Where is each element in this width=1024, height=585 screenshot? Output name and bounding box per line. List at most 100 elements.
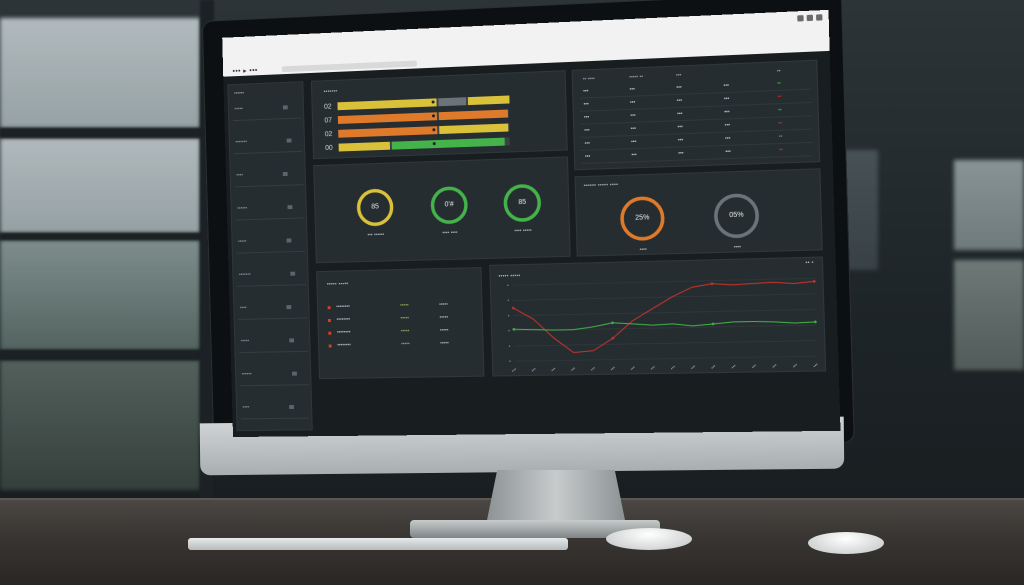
sidebar-item-label: ••••• — [241, 338, 249, 344]
sidebar-item-label: ••••• — [238, 239, 246, 245]
table-header-cell[interactable]: •• — [777, 68, 781, 74]
sidebar-divider — [233, 118, 301, 122]
gauge: 85 ••• •••••• — [355, 187, 395, 228]
sidebar-item[interactable]: ••••• — [238, 237, 291, 244]
gauge-value: 85 — [502, 198, 542, 206]
progress-marker — [431, 100, 434, 103]
sidebar-item[interactable]: ••••••• — [239, 271, 295, 278]
sidebar-item[interactable]: •••• — [243, 404, 294, 411]
chart-x-tick-label: ••• — [511, 366, 518, 373]
table-cell: ••• — [724, 96, 730, 102]
list-item-value-secondary: ••••• — [439, 315, 448, 321]
table-header-cell[interactable]: ••••• •• — [629, 74, 643, 81]
sidebar-item-label: •••••• — [237, 206, 247, 212]
sidebar-item[interactable]: ••••••• — [235, 137, 291, 145]
chart-x-tick-label: ••• — [530, 366, 537, 373]
sidebar-divider — [241, 418, 310, 420]
list-item[interactable]: •••••••• ••••• ••••• — [328, 314, 448, 324]
sidebar-item[interactable]: •••••• — [242, 371, 297, 378]
table-cell: ••• — [676, 85, 682, 91]
table-row-divider — [580, 115, 812, 125]
sidebar-item[interactable]: ••••• — [241, 337, 294, 344]
file-icon — [283, 172, 288, 176]
chart-x-tick-label: ••• — [771, 362, 779, 369]
table-cell: ••• — [585, 141, 590, 147]
sidebar-item[interactable]: •••• — [240, 304, 291, 311]
list-item-value: ••••• — [400, 302, 433, 309]
progress-row-label: 02 — [324, 103, 338, 110]
sidebar-item[interactable]: •••• — [236, 171, 287, 179]
status-marker — [328, 331, 331, 334]
close-icon[interactable] — [816, 14, 822, 20]
chart-series-line — [514, 319, 816, 331]
chart-point — [814, 321, 817, 324]
gauge: 85 •••• ••••• — [502, 182, 543, 223]
background-window — [0, 240, 200, 350]
list-item[interactable]: •••••••• ••••• ••••• — [328, 301, 448, 311]
list-item[interactable]: •••••••• ••••• ••••• — [328, 327, 448, 337]
progress-marker — [432, 142, 435, 145]
list-item-value: ••••• — [401, 341, 434, 348]
list-item-value: ••••• — [400, 315, 433, 322]
list-icon — [287, 138, 292, 142]
sidebar-item[interactable]: ••••• — [234, 104, 287, 112]
monitor-screen: ••• ▸ ••• •••••• ••••• ••••••• •••• •••••• •… — [222, 10, 840, 437]
background-window — [0, 18, 200, 128]
chart-x-tick-label: ••• — [750, 362, 757, 369]
sidebar-divider — [235, 184, 303, 187]
sidebar-divider — [236, 217, 304, 220]
list-item-value: ••••• — [401, 328, 434, 335]
table-row-divider — [579, 89, 811, 99]
user-icon — [291, 271, 296, 275]
line-chart: ••• ••• ••• ••• ••• ••• ••• ••• ••• ••• ••• ••• ••• •… — [490, 258, 827, 378]
progress-segment — [439, 124, 508, 135]
table-row-divider — [580, 102, 812, 112]
table-cell: ••• — [725, 122, 731, 128]
chart-y-tick-label: • — [508, 313, 510, 318]
progress-panel-title: ••••••• — [324, 89, 338, 95]
table-cell: ••• — [677, 111, 683, 117]
kpi-panel: •••••• ••••• •••• 25% •••• 05% •••• — [575, 168, 823, 256]
chart-point — [513, 328, 516, 331]
table-cell: ••• — [630, 113, 636, 119]
gauge: 0’# •••• •••• — [429, 185, 469, 226]
chart-gridline — [515, 356, 817, 361]
table-cell: ••• — [630, 86, 636, 92]
maximize-icon[interactable] — [807, 15, 813, 21]
chart-gridline — [514, 341, 816, 346]
table-cell: •• — [777, 81, 781, 87]
trackpad-mouse — [808, 532, 884, 554]
table-cell: ••• — [584, 128, 589, 134]
list-item-label: •••••••• — [336, 303, 394, 310]
progress-segment — [339, 142, 390, 152]
progress-segment — [337, 98, 436, 110]
sidebar-divider — [238, 318, 306, 320]
sidebar-item-label: ••••••• — [239, 272, 251, 278]
table-cell: •• — [778, 107, 782, 113]
table-cell: ••• — [677, 124, 683, 130]
table-cell: ••• — [630, 100, 636, 106]
gauge-caption: ••• •••••• — [347, 231, 405, 239]
gear-icon — [286, 238, 291, 242]
progress-segment — [467, 96, 509, 106]
status-marker — [329, 344, 332, 347]
table-cell: ••• — [725, 136, 731, 142]
table-row-divider — [580, 129, 812, 138]
table-cell: ••• — [724, 109, 730, 115]
list-item[interactable]: •••••••• ••••• ••••• — [329, 339, 449, 349]
chart-point — [813, 280, 816, 283]
sidebar-item[interactable]: •••••• — [237, 204, 292, 212]
minimize-icon[interactable] — [797, 15, 803, 21]
status-marker — [328, 306, 331, 309]
background-window — [954, 160, 1024, 250]
table-header-cell[interactable]: •• •••• — [583, 76, 595, 83]
sidebar-divider — [240, 384, 309, 386]
list-panel: ••••• ••••• •••••••• ••••• ••••• •••••••• ••… — [316, 267, 484, 379]
chart-x-tick-label: ••• — [812, 361, 820, 368]
sidebar-item-label: •••••• — [242, 371, 252, 377]
progress-segment — [338, 112, 437, 124]
chart-series-line — [513, 281, 816, 353]
monitor-stand — [486, 470, 626, 525]
table-header-cell[interactable]: ••• — [676, 72, 682, 78]
mail-icon — [289, 338, 294, 342]
